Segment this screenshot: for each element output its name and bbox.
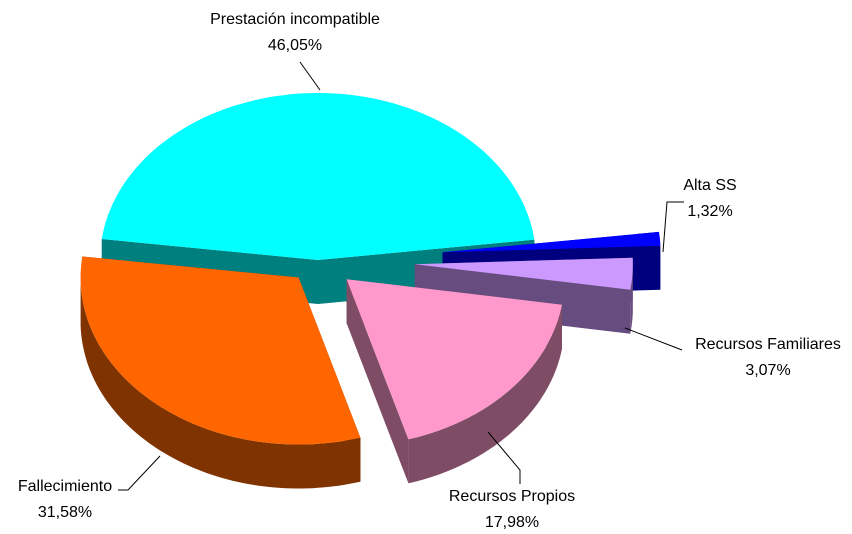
slice: [442, 231, 661, 253]
slice-label: Prestación incompatible: [210, 11, 380, 28]
slice-wall: [80, 277, 361, 489]
slice-wall: [630, 260, 633, 334]
slice-label: Fallecimiento: [18, 478, 112, 495]
leader-line: [487, 431, 521, 484]
slice: [80, 256, 361, 445]
leader-line: [299, 61, 321, 91]
value-label: 17,98%: [485, 514, 539, 531]
slice: [414, 257, 633, 290]
slice-label: Recursos Propios: [449, 488, 575, 505]
value-label: 3,07%: [745, 362, 790, 379]
slice-wall: [408, 304, 562, 484]
value-label: 46,05%: [268, 37, 322, 54]
value-label: 31,58%: [38, 504, 92, 521]
leader-line: [624, 327, 683, 351]
slice: [101, 93, 535, 260]
leader-line: [662, 201, 684, 253]
leader-line: [118, 455, 161, 491]
slice-label: Recursos Familiares: [695, 336, 841, 353]
value-label: 1,32%: [687, 203, 732, 220]
slice: [346, 279, 562, 440]
slice-label: Alta SS: [683, 177, 736, 194]
slice-side: [346, 279, 409, 484]
